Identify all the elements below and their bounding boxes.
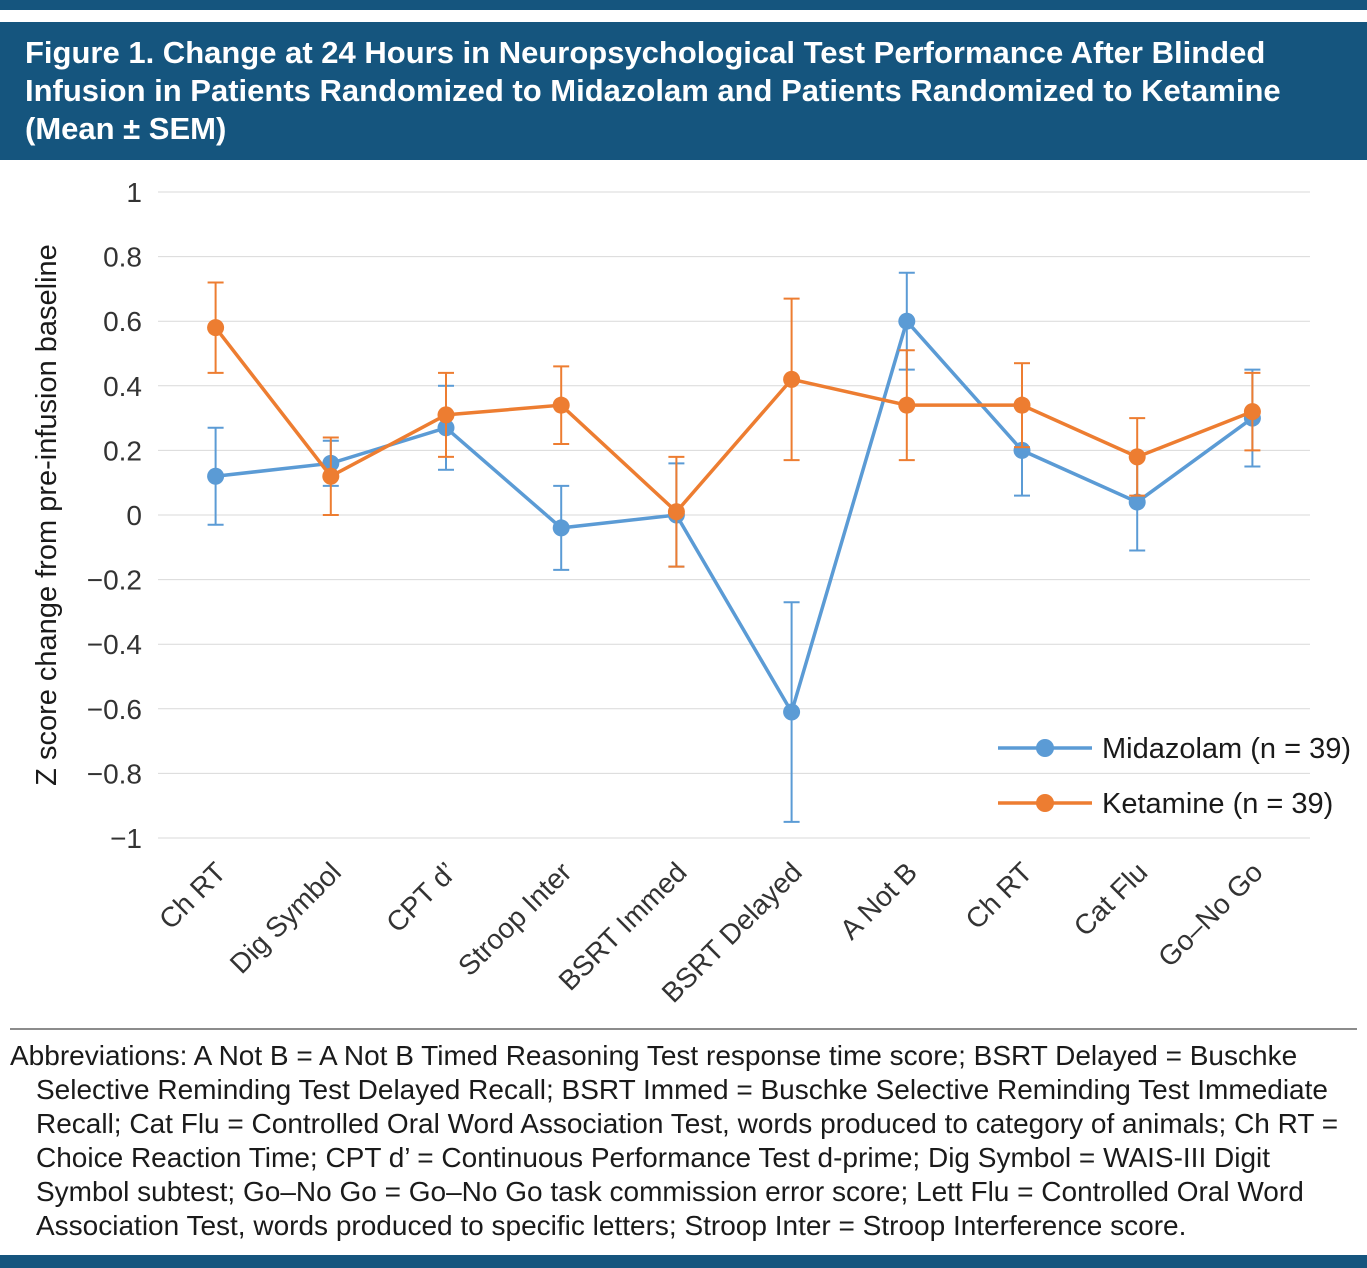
y-tick-label: −1 — [110, 823, 142, 854]
data-point-marker — [898, 396, 916, 414]
y-axis-tick-labels: 1 0.8 0.6 0.4 0.2 0 −0.2 −0.4 −0.6 −0.8 −1 — [87, 177, 142, 854]
data-point-marker — [898, 312, 916, 330]
x-tick-label: Go–No Go — [1152, 856, 1269, 973]
x-tick-label: Dig Symbol — [224, 856, 347, 979]
legend: Midazolam (n = 39) Ketamine (n = 39) — [998, 733, 1351, 820]
data-point-marker — [783, 370, 801, 388]
data-point-marker — [1128, 448, 1146, 466]
y-tick-label: 1 — [126, 177, 142, 208]
series-line — [214, 326, 1254, 515]
y-tick-label: −0.6 — [87, 694, 142, 725]
data-point-marker — [1128, 493, 1146, 511]
data-point-marker — [783, 703, 801, 721]
y-tick-label: 0 — [126, 500, 142, 531]
y-axis-title: Z score change from pre-infusion baselin… — [31, 244, 63, 786]
line-chart: 1 0.8 0.6 0.4 0.2 0 −0.2 −0.4 −0.6 −0.8 −1 Z score … — [31, 177, 1351, 1008]
figure-footnote: Abbreviations: A Not B = A Not B Timed R… — [10, 1028, 1357, 1243]
data-point-marker — [552, 396, 570, 414]
gridlines — [158, 191, 1310, 839]
legend-item: Ketamine (n = 39) — [998, 788, 1333, 820]
y-tick-label: 0.6 — [103, 306, 142, 337]
x-tick-label: Ch RT — [959, 856, 1038, 935]
y-tick-label: 0.8 — [103, 242, 142, 273]
legend-marker — [1036, 739, 1054, 757]
data-point-marker — [667, 503, 685, 521]
y-tick-label: −0.2 — [87, 565, 142, 596]
abbreviations-text: Abbreviations: A Not B = A Not B Timed R… — [10, 1040, 1339, 1241]
data-point-marker — [1013, 441, 1031, 459]
bottom-border-bar — [0, 1255, 1367, 1268]
x-tick-label: Ch RT — [153, 856, 232, 935]
legend-item: Midazolam (n = 39) — [998, 733, 1351, 765]
figure-title: Figure 1. Change at 24 Hours in Neuropsy… — [25, 35, 1281, 146]
legend-marker — [1036, 794, 1054, 812]
data-point-marker — [552, 519, 570, 537]
x-tick-label: Cat Flu — [1068, 856, 1154, 942]
legend-label: Ketamine (n = 39) — [1102, 788, 1333, 820]
y-tick-label: 0.2 — [103, 435, 142, 466]
x-tick-label: A Not B — [834, 856, 923, 945]
figure-title-banner: Figure 1. Change at 24 Hours in Neuropsy… — [0, 22, 1367, 160]
x-tick-label: Stroop Inter — [452, 856, 577, 981]
series-ketamine — [207, 281, 1261, 568]
data-point-marker — [207, 467, 225, 485]
top-border-bar — [0, 0, 1367, 10]
series-line — [215, 317, 1254, 717]
data-point-marker — [322, 467, 340, 485]
data-point-marker — [1013, 396, 1031, 414]
x-tick-label: CPT d’ — [380, 856, 462, 938]
y-tick-label: −0.8 — [87, 758, 142, 789]
data-point-marker — [1243, 403, 1261, 421]
data-point-marker — [207, 319, 225, 337]
legend-label: Midazolam (n = 39) — [1102, 733, 1351, 765]
y-tick-label: 0.4 — [103, 371, 142, 402]
y-tick-label: −0.4 — [87, 629, 142, 660]
data-point-marker — [437, 406, 455, 424]
